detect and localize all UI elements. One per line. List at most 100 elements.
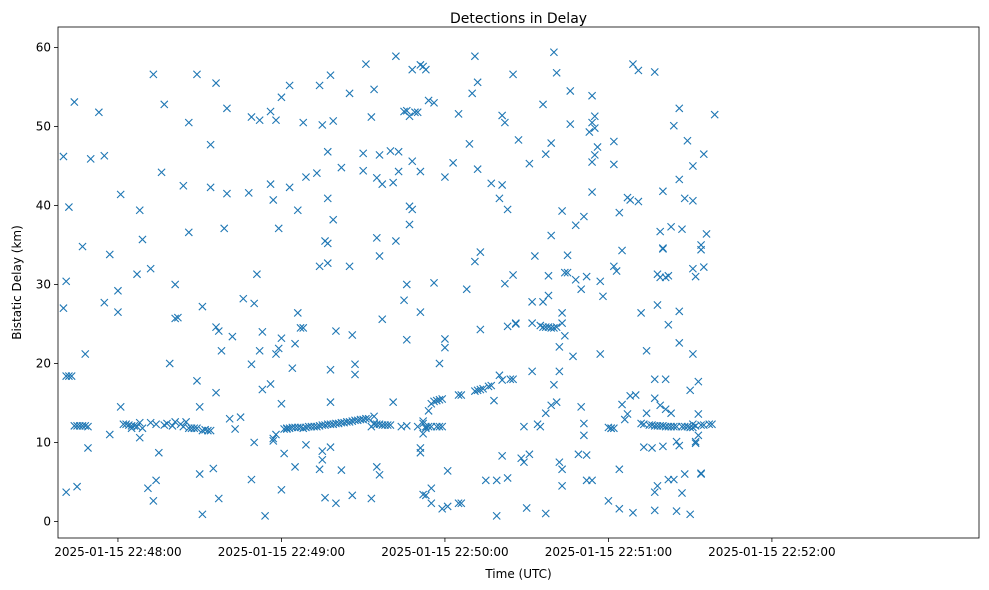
data-point bbox=[247, 360, 256, 369]
data-point bbox=[192, 70, 201, 79]
data-point bbox=[225, 414, 234, 423]
y-tick-label: 50 bbox=[36, 120, 51, 134]
data-points bbox=[59, 48, 719, 520]
data-point bbox=[195, 470, 204, 479]
data-point bbox=[179, 422, 188, 431]
data-point bbox=[615, 208, 624, 217]
data-point bbox=[710, 110, 719, 119]
data-point bbox=[558, 207, 567, 216]
data-point bbox=[367, 494, 376, 503]
data-point bbox=[547, 401, 556, 410]
data-point bbox=[105, 250, 114, 259]
data-point bbox=[100, 151, 109, 160]
data-point bbox=[688, 349, 697, 358]
data-point bbox=[301, 173, 310, 182]
data-point bbox=[571, 221, 580, 230]
data-point bbox=[473, 165, 482, 174]
data-point bbox=[266, 180, 275, 189]
y-axis-ticks: 0 10 20 30 40 50 60 bbox=[36, 41, 58, 528]
data-point bbox=[468, 89, 477, 98]
data-point bbox=[269, 195, 278, 204]
data-point bbox=[116, 402, 125, 411]
data-point bbox=[615, 504, 624, 513]
data-point bbox=[293, 308, 302, 317]
data-point bbox=[585, 128, 594, 137]
data-point bbox=[212, 388, 221, 397]
data-point bbox=[454, 391, 463, 400]
data-point bbox=[321, 493, 330, 502]
data-point bbox=[348, 331, 357, 340]
data-point bbox=[345, 417, 354, 426]
data-point bbox=[323, 194, 332, 203]
data-point bbox=[203, 426, 212, 435]
data-point bbox=[544, 291, 553, 300]
data-point bbox=[135, 418, 144, 427]
data-point bbox=[503, 205, 512, 214]
data-point bbox=[650, 394, 659, 403]
data-point bbox=[280, 449, 289, 458]
data-point bbox=[64, 203, 73, 212]
data-point bbox=[438, 422, 447, 431]
data-point bbox=[285, 81, 294, 90]
data-point bbox=[258, 385, 267, 394]
data-point bbox=[171, 417, 180, 426]
data-point bbox=[315, 465, 324, 474]
data-point bbox=[596, 349, 605, 358]
data-point bbox=[688, 196, 697, 205]
data-point bbox=[179, 181, 188, 190]
data-point bbox=[372, 462, 381, 471]
data-point bbox=[209, 464, 218, 473]
data-point bbox=[588, 476, 597, 485]
data-point bbox=[266, 107, 275, 116]
data-point bbox=[536, 422, 545, 431]
data-point bbox=[489, 396, 498, 405]
data-point bbox=[680, 470, 689, 479]
data-point bbox=[454, 109, 463, 118]
data-point bbox=[498, 376, 507, 385]
data-point bbox=[173, 313, 182, 322]
data-point bbox=[247, 113, 256, 122]
data-point bbox=[83, 443, 92, 452]
data-point bbox=[430, 98, 439, 107]
data-point bbox=[571, 275, 580, 284]
data-point bbox=[664, 271, 673, 280]
data-point bbox=[628, 508, 637, 517]
data-point bbox=[443, 502, 452, 511]
data-point bbox=[239, 294, 248, 303]
data-point bbox=[157, 168, 166, 177]
data-point bbox=[345, 262, 354, 271]
data-point bbox=[579, 212, 588, 221]
data-point bbox=[312, 422, 321, 431]
data-point bbox=[637, 419, 646, 428]
data-point bbox=[271, 349, 280, 358]
data-point bbox=[697, 470, 706, 479]
data-point bbox=[697, 245, 706, 254]
data-point bbox=[623, 410, 632, 418]
data-point bbox=[427, 499, 436, 508]
data-point bbox=[62, 488, 71, 497]
data-point bbox=[78, 242, 87, 251]
data-point bbox=[667, 222, 676, 231]
data-point bbox=[492, 476, 501, 485]
data-point bbox=[250, 299, 259, 308]
data-point bbox=[59, 152, 68, 161]
data-point bbox=[634, 197, 643, 206]
data-point bbox=[222, 189, 231, 198]
data-point bbox=[492, 511, 501, 520]
data-point bbox=[138, 235, 147, 244]
data-point bbox=[642, 409, 651, 418]
data-point bbox=[212, 79, 221, 88]
data-point bbox=[386, 147, 395, 155]
data-point bbox=[694, 431, 703, 440]
data-point bbox=[558, 481, 567, 490]
data-point bbox=[154, 448, 163, 457]
data-point bbox=[495, 194, 504, 203]
data-point bbox=[637, 308, 646, 317]
data-point bbox=[171, 314, 180, 323]
data-point bbox=[476, 325, 485, 334]
data-point bbox=[650, 488, 659, 497]
data-point bbox=[375, 150, 384, 159]
data-point bbox=[530, 252, 539, 261]
data-point bbox=[473, 386, 482, 395]
data-point bbox=[318, 447, 327, 456]
